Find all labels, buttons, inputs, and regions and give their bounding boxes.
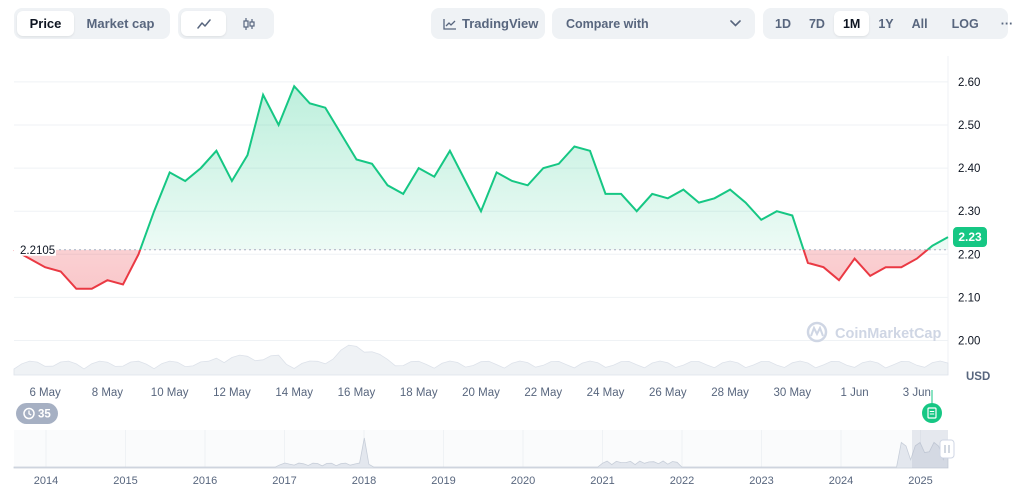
x-tick-label: 8 May bbox=[92, 387, 124, 399]
area-below-baseline bbox=[14, 249, 948, 289]
navigator[interactable]: 2014 2015 2016 2017 2018 2019 2020 2021 2022 2023… bbox=[13, 430, 955, 487]
svg-text:2.23: 2.23 bbox=[958, 230, 982, 244]
candlestick-button[interactable] bbox=[226, 11, 271, 36]
chevron-down-icon bbox=[730, 20, 741, 27]
tab-market-cap[interactable]: Market cap bbox=[86, 16, 155, 31]
x-tick-label: 22 May bbox=[524, 387, 562, 399]
svg-text:2.2105: 2.2105 bbox=[20, 245, 55, 257]
line-chart-button[interactable] bbox=[181, 11, 226, 36]
tradingview-button[interactable]: TradingView bbox=[431, 8, 545, 39]
chart-style-toggle bbox=[178, 8, 274, 39]
navigator-tick-label: 2022 bbox=[670, 475, 694, 487]
x-tick-label: 3 Jun bbox=[903, 387, 931, 399]
volume-bars bbox=[13, 344, 949, 376]
range-1y[interactable]: 1Y bbox=[878, 16, 894, 31]
navigator-tick-label: 2017 bbox=[272, 475, 296, 487]
tradingview-label: TradingView bbox=[462, 16, 539, 31]
note-icon bbox=[927, 407, 937, 419]
compare-select[interactable]: Compare with bbox=[552, 8, 755, 39]
navigator-tick-label: 2015 bbox=[113, 475, 137, 487]
more-icon[interactable]: ··· bbox=[1000, 16, 1014, 31]
navigator-tick-label: 2020 bbox=[511, 475, 535, 487]
navigator-tick-label: 2023 bbox=[749, 475, 773, 487]
time-range-toggle: 1D 7D 1M 1Y All LOG ··· bbox=[763, 8, 1013, 39]
navigator-tick-label: 2016 bbox=[193, 475, 217, 487]
y-tick-label: 2.20 bbox=[958, 249, 980, 261]
y-tick-label: 2.00 bbox=[958, 336, 980, 348]
x-tick-label: 12 May bbox=[213, 387, 251, 399]
x-tick-label: 10 May bbox=[151, 387, 189, 399]
history-icon bbox=[23, 407, 35, 420]
y-axis-labels: 2.00 2.10 2.20 2.30 2.40 2.50 2.60 bbox=[958, 77, 980, 348]
navigator-tick-label: 2021 bbox=[590, 475, 614, 487]
y-tick-label: 2.10 bbox=[958, 292, 980, 304]
navigator-tick-label: 2025 bbox=[908, 475, 932, 487]
watermark: CoinMarketCap bbox=[806, 321, 941, 343]
navigator-x-axis: 2014 2015 2016 2017 2018 2019 2020 2021 2022 2023… bbox=[34, 475, 933, 487]
range-1d[interactable]: 1D bbox=[775, 16, 791, 31]
price-line-up bbox=[14, 84, 949, 250]
baseline-label: 2.2105 bbox=[14, 241, 56, 257]
y-tick-label: 2.30 bbox=[958, 206, 980, 218]
history-badge[interactable]: 35 bbox=[16, 403, 58, 424]
range-7d[interactable]: 7D bbox=[808, 16, 825, 31]
chart-toolbar: Price Market cap TradingView Compare wit… bbox=[14, 8, 1013, 40]
currency-label: USD bbox=[966, 371, 990, 383]
y-tick-label: 2.50 bbox=[958, 120, 980, 132]
tab-price[interactable]: Price bbox=[17, 11, 74, 36]
x-tick-label: 20 May bbox=[462, 387, 500, 399]
x-tick-label: 28 May bbox=[711, 387, 749, 399]
chart-type-toggle: Price Market cap bbox=[14, 8, 170, 39]
range-1m[interactable]: 1M bbox=[833, 11, 870, 36]
y-tick-label: 2.60 bbox=[958, 77, 980, 89]
log-scale-toggle[interactable]: LOG bbox=[951, 16, 979, 31]
x-axis-labels: 6 May 8 May 10 May 12 May 14 May 16 May 18 May… bbox=[29, 387, 930, 399]
watermark-text: CoinMarketCap bbox=[835, 326, 941, 342]
compare-label: Compare with bbox=[566, 16, 649, 31]
tradingview-icon bbox=[443, 18, 456, 30]
line-chart-icon bbox=[196, 18, 211, 29]
x-tick-label: 1 Jun bbox=[841, 387, 869, 399]
current-price-badge: 2.23 bbox=[953, 227, 987, 248]
x-tick-label: 24 May bbox=[587, 387, 625, 399]
x-tick-label: 6 May bbox=[29, 387, 61, 399]
x-tick-label: 26 May bbox=[649, 387, 687, 399]
navigator-tick-label: 2018 bbox=[352, 475, 376, 487]
navigator-tick-label: 2019 bbox=[431, 475, 455, 487]
x-tick-label: 30 May bbox=[773, 387, 811, 399]
drag-handle-icon[interactable] bbox=[939, 439, 955, 459]
navigator-tick-label: 2014 bbox=[34, 475, 58, 487]
volume-area bbox=[13, 344, 949, 376]
navigator-tick-label: 2024 bbox=[829, 475, 853, 487]
navigator-series bbox=[13, 437, 949, 469]
x-tick-label: 16 May bbox=[338, 387, 376, 399]
x-tick-label: 14 May bbox=[275, 387, 313, 399]
range-all[interactable]: All bbox=[911, 16, 928, 31]
news-note-marker[interactable] bbox=[922, 390, 942, 423]
x-tick-label: 18 May bbox=[400, 387, 438, 399]
y-tick-label: 2.40 bbox=[958, 163, 980, 175]
candlestick-icon bbox=[242, 17, 255, 30]
history-count: 35 bbox=[38, 409, 51, 421]
